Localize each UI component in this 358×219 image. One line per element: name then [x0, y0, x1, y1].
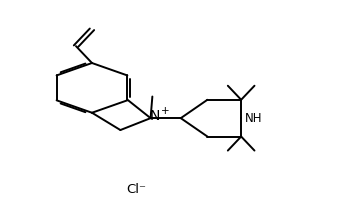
Text: NH: NH	[245, 112, 262, 125]
Text: +: +	[160, 106, 169, 116]
Text: Cl⁻: Cl⁻	[126, 183, 146, 196]
Text: N: N	[150, 109, 160, 123]
